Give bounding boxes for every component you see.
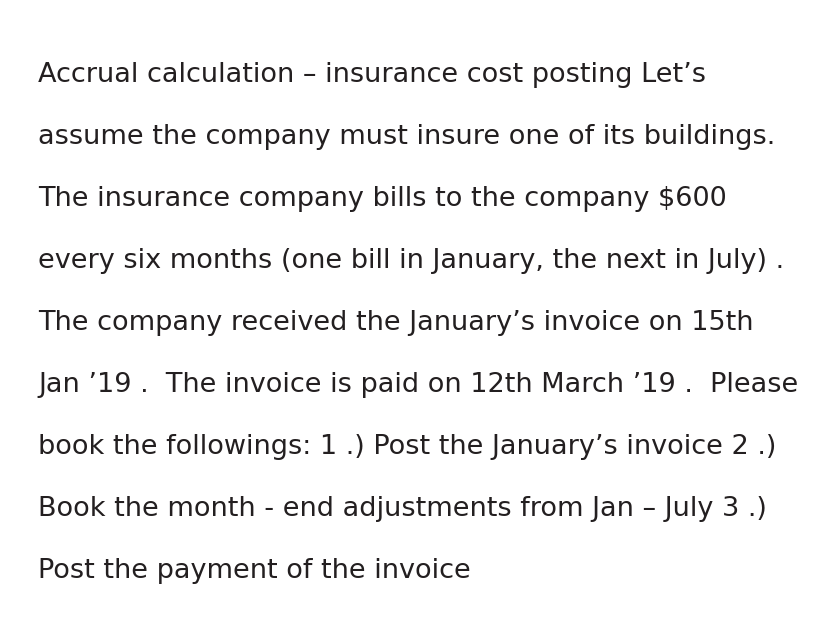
Text: book the followings: 1 .) Post the January’s invoice 2 .): book the followings: 1 .) Post the Janua…: [38, 434, 776, 460]
Text: Book the month - end adjustments from Jan – July 3 .): Book the month - end adjustments from Ja…: [38, 496, 767, 522]
Text: Post the payment of the invoice: Post the payment of the invoice: [38, 558, 471, 584]
Text: Accrual calculation – insurance cost posting Let’s: Accrual calculation – insurance cost pos…: [38, 62, 706, 88]
Text: assume the company must insure one of its buildings.: assume the company must insure one of it…: [38, 124, 775, 150]
Text: every six months (one bill in January, the next in July) .: every six months (one bill in January, t…: [38, 248, 784, 274]
Text: Jan ’19 .  The invoice is paid on 12th March ’19 .  Please: Jan ’19 . The invoice is paid on 12th Ma…: [38, 372, 798, 398]
Text: The company received the January’s invoice on 15th: The company received the January’s invoi…: [38, 310, 753, 336]
Text: The insurance company bills to the company $600: The insurance company bills to the compa…: [38, 186, 727, 212]
